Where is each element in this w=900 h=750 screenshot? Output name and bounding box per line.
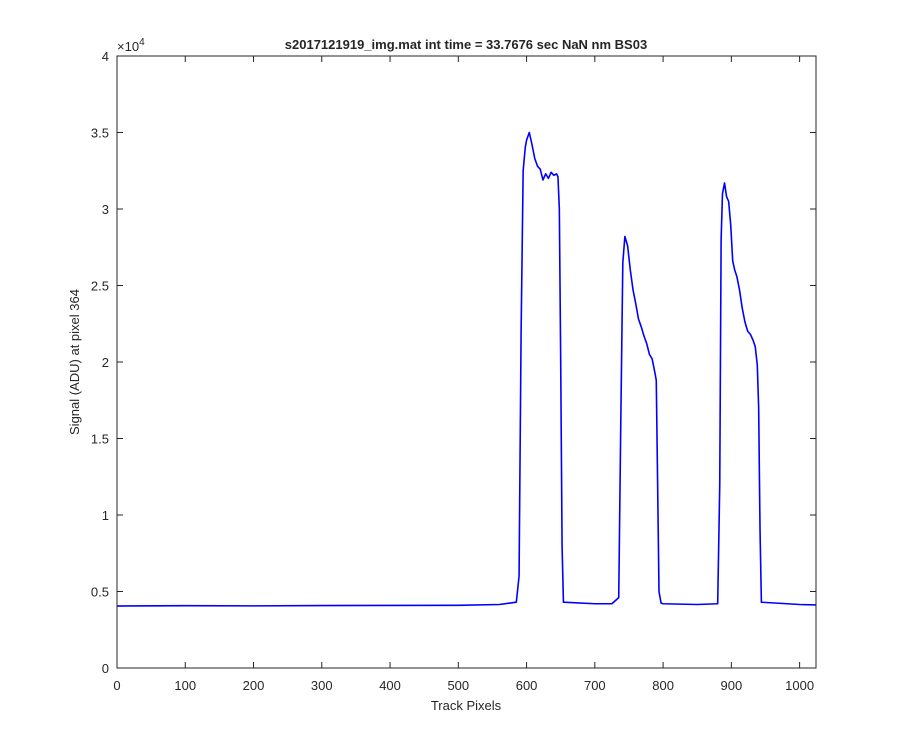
y-tick-label: 1.5 xyxy=(91,432,109,447)
chart-title: s2017121919_img.mat int time = 33.7676 s… xyxy=(285,37,647,52)
x-axis-label: Track Pixels xyxy=(431,698,502,713)
x-tick-label: 800 xyxy=(652,678,674,693)
x-tick-label: 700 xyxy=(584,678,606,693)
y-axis-exponent-base: ×10 xyxy=(117,39,139,54)
y-axis-exponent: ×104 xyxy=(117,37,145,54)
y-tick-label: 3.5 xyxy=(91,126,109,141)
y-tick-label: 1 xyxy=(102,508,109,523)
x-tick-label: 200 xyxy=(243,678,265,693)
x-tick-label: 500 xyxy=(447,678,469,693)
x-tick-label: 100 xyxy=(174,678,196,693)
y-tick-label: 4 xyxy=(102,49,109,64)
y-axis-label: Signal (ADU) at pixel 364 xyxy=(67,289,82,435)
x-tick-label: 400 xyxy=(379,678,401,693)
plot-area xyxy=(117,56,816,668)
y-tick-label: 2 xyxy=(102,355,109,370)
x-tick-label: 1000 xyxy=(785,678,814,693)
y-axis-exponent-power: 4 xyxy=(139,37,145,48)
series-line xyxy=(116,131,817,607)
x-tick-label: 0 xyxy=(113,678,120,693)
axes-box xyxy=(116,55,817,669)
y-tick-label: 0 xyxy=(102,661,109,676)
x-axis-ticks: 0 100 200 300 400 500 600 700 800 900 1000 xyxy=(113,56,814,693)
x-tick-label: 300 xyxy=(311,678,333,693)
y-axis-ticks: 0 0.5 1 1.5 2 2.5 3 3.5 4 xyxy=(91,49,816,676)
x-tick-label: 900 xyxy=(721,678,743,693)
y-tick-label: 0.5 xyxy=(91,585,109,600)
x-tick-label: 600 xyxy=(516,678,538,693)
y-tick-label: 3 xyxy=(102,202,109,217)
y-tick-label: 2.5 xyxy=(91,279,109,294)
